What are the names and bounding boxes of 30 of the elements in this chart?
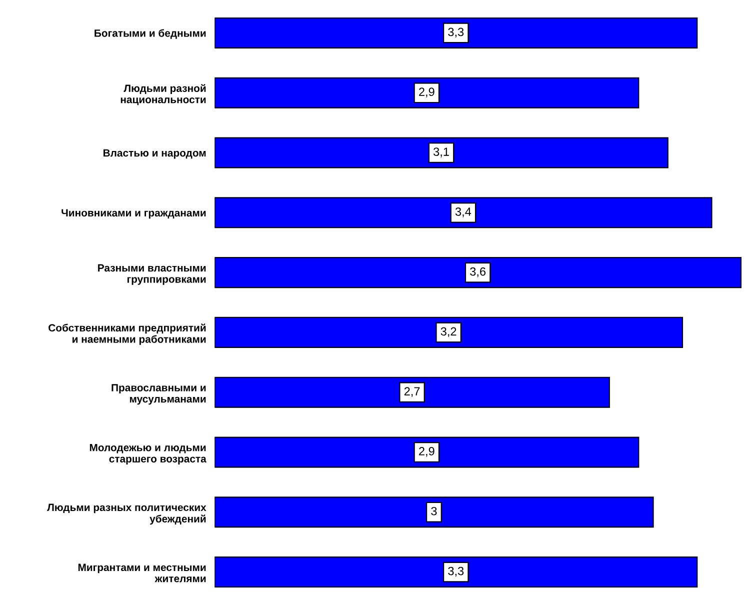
y-tick-label: Чиновниками и гражданами [62, 209, 206, 219]
y-tick-label: Мигрантами и местными жителями [78, 564, 206, 582]
bar [214, 376, 610, 408]
y-tick-label: Людьми разной национальности [120, 84, 206, 106]
bar [214, 316, 684, 348]
data-label: 2,7 [404, 387, 420, 397]
data-label: 3,6 [470, 267, 486, 278]
data-label: 3 [431, 506, 437, 516]
bar [214, 77, 640, 108]
y-tick-label: Властью и народом [104, 149, 206, 159]
data-label: 2,9 [419, 447, 434, 457]
data-label: 3,3 [448, 566, 464, 577]
bar [214, 257, 742, 288]
y-tick-label: Собственниками предприятий и наемными работниками [48, 324, 206, 345]
y-tick-label: Разными властными группировками [98, 264, 206, 285]
bar [214, 17, 698, 48]
bar [214, 436, 640, 468]
data-label: 3,3 [448, 28, 464, 38]
y-tick-label: Людьми разных политических убеждений [47, 504, 206, 525]
data-label: 3,4 [455, 207, 472, 218]
bar [214, 137, 668, 168]
y-tick-label: Молодежью и людьми старшего возраста [90, 444, 206, 465]
data-label: 2,9 [419, 88, 434, 98]
bar [214, 197, 712, 228]
bar [214, 496, 654, 528]
y-tick-label: Богатыми и бедными [94, 29, 206, 39]
bar [214, 556, 698, 588]
data-label: 3,2 [440, 327, 456, 338]
data-label: 3,1 [434, 148, 449, 158]
y-tick-label: Православными и мусульманами [112, 384, 206, 405]
